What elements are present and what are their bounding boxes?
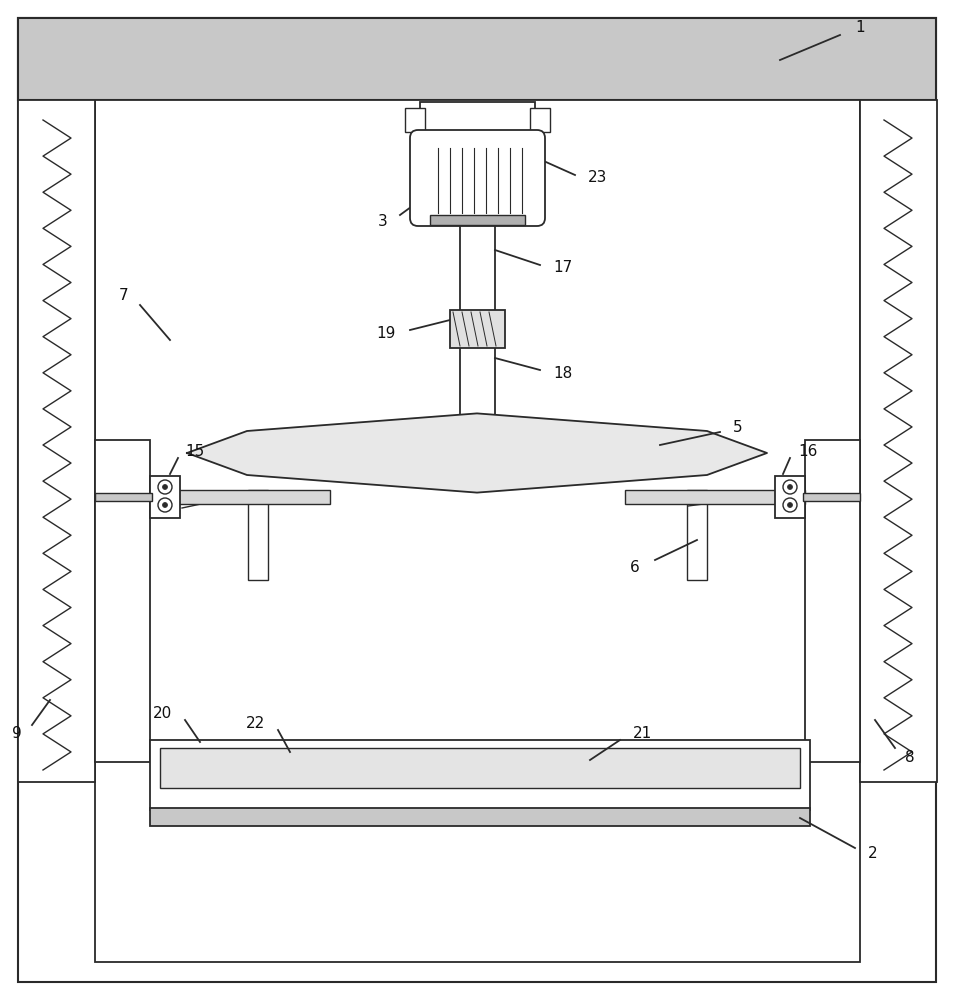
Circle shape — [783, 480, 797, 494]
Bar — [150, 476, 180, 518]
FancyBboxPatch shape — [410, 130, 545, 226]
Bar — [450, 310, 505, 348]
Bar — [460, 225, 495, 445]
Bar — [860, 100, 937, 782]
Circle shape — [162, 485, 167, 489]
Bar — [803, 493, 860, 501]
Bar — [530, 108, 550, 132]
Text: 17: 17 — [553, 260, 572, 275]
Text: 23: 23 — [588, 170, 607, 186]
Bar — [805, 440, 860, 762]
Bar — [18, 18, 936, 100]
Bar — [775, 476, 805, 518]
Bar — [420, 102, 535, 137]
Text: 2: 2 — [868, 846, 878, 860]
Bar — [95, 440, 150, 762]
Bar — [248, 490, 268, 580]
Text: 18: 18 — [553, 365, 572, 380]
Text: 7: 7 — [118, 288, 128, 302]
Bar — [18, 100, 95, 782]
Bar — [150, 808, 810, 826]
Text: 21: 21 — [633, 726, 652, 740]
Text: 3: 3 — [378, 215, 388, 230]
Text: 8: 8 — [905, 750, 915, 766]
Text: 15: 15 — [185, 444, 204, 460]
Circle shape — [783, 498, 797, 512]
Text: 16: 16 — [798, 444, 817, 460]
Text: 1: 1 — [855, 20, 864, 35]
Text: 19: 19 — [376, 326, 396, 340]
Bar — [405, 108, 425, 132]
Text: 9: 9 — [12, 726, 22, 742]
Bar — [160, 748, 800, 788]
Circle shape — [788, 502, 793, 508]
Circle shape — [162, 502, 167, 508]
Text: 6: 6 — [630, 560, 640, 576]
Circle shape — [788, 485, 793, 489]
Circle shape — [158, 498, 172, 512]
Polygon shape — [187, 413, 767, 493]
Bar — [625, 490, 805, 504]
Circle shape — [158, 480, 172, 494]
Bar — [95, 493, 152, 501]
Bar — [430, 215, 525, 225]
Bar — [687, 490, 707, 580]
Bar — [95, 100, 860, 962]
Text: 5: 5 — [733, 420, 743, 436]
Bar — [150, 740, 810, 810]
Text: 20: 20 — [153, 706, 172, 720]
Bar — [150, 490, 330, 504]
Text: 22: 22 — [245, 716, 265, 730]
